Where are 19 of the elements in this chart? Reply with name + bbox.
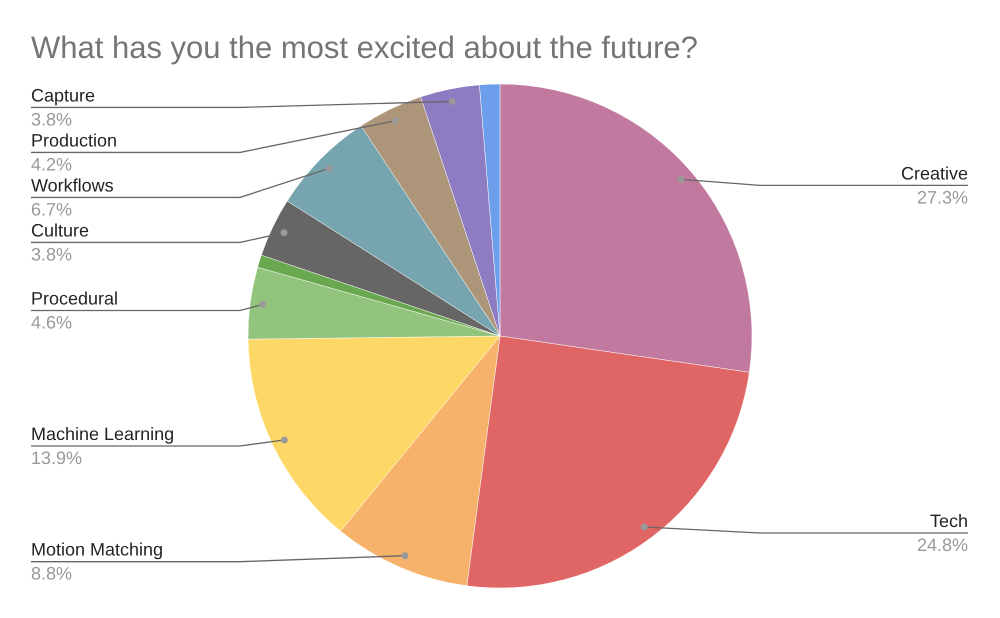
slice-label: Motion Matching [31, 540, 164, 560]
slice-label: Tech [930, 510, 968, 531]
data-label: 6.7% [31, 199, 72, 220]
data-label: 27.3% [916, 187, 968, 208]
data-label: 13.9% [31, 448, 82, 468]
slice-label: Creative [900, 163, 968, 184]
data-label: 3.8% [31, 244, 72, 264]
slice-label: Workflows [31, 175, 114, 196]
data-label: 4.2% [31, 154, 72, 174]
slice-label: Machine Learning [31, 424, 174, 444]
data-label: 3.8% [31, 109, 72, 130]
slice-label: Production [31, 130, 118, 150]
slice-label: Culture [31, 220, 90, 240]
data-label: 24.8% [916, 534, 968, 555]
slice-label: Capture [31, 85, 96, 106]
chart-title: What has you the most excited about the future? [31, 30, 698, 65]
data-label: 4.6% [31, 312, 72, 333]
data-label: 8.8% [31, 564, 72, 584]
slice-label: Procedural [31, 288, 118, 309]
